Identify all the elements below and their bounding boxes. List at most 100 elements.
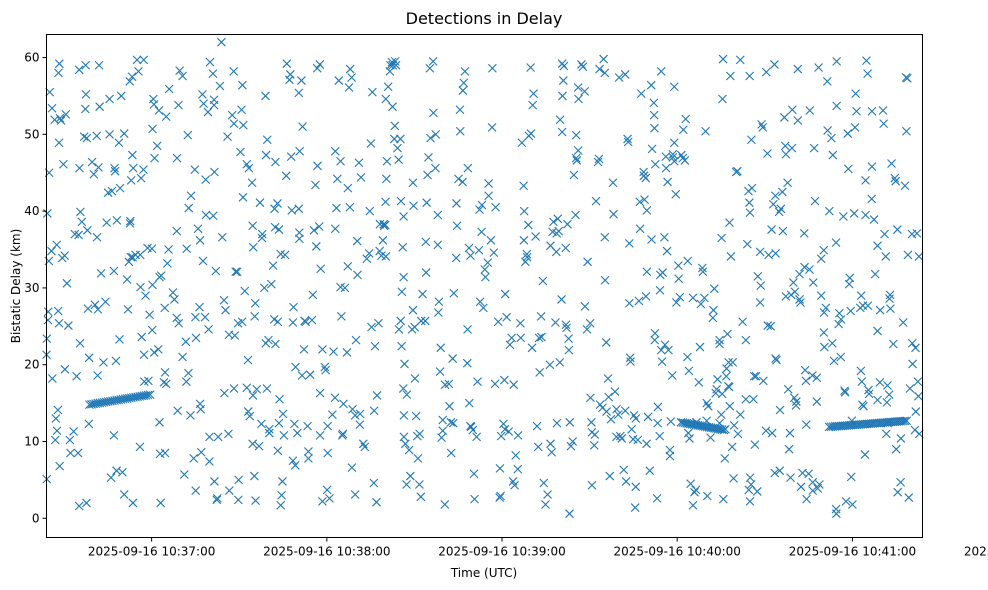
data-point — [656, 345, 666, 355]
data-point — [297, 76, 306, 85]
data-point — [322, 485, 332, 495]
data-point — [367, 322, 376, 332]
data-point — [694, 377, 704, 387]
plot-area — [42, 37, 924, 519]
data-point — [205, 457, 214, 466]
data-point — [764, 250, 774, 260]
data-point — [229, 119, 239, 128]
data-point — [625, 353, 635, 363]
data-point — [145, 310, 154, 320]
data-point — [65, 435, 75, 445]
data-point — [458, 86, 468, 95]
data-point — [696, 299, 706, 309]
data-point — [69, 427, 79, 436]
data-point — [626, 357, 635, 367]
data-point — [84, 353, 94, 363]
data-point — [574, 94, 583, 104]
data-point — [885, 304, 895, 314]
data-point — [879, 119, 889, 128]
data-point — [726, 252, 736, 261]
data-point — [294, 228, 304, 238]
data-point — [184, 203, 194, 213]
data-point — [681, 114, 691, 124]
data-point — [175, 66, 185, 75]
data-point — [191, 312, 200, 322]
data-point — [690, 487, 699, 497]
y-tick-label: 60 — [24, 51, 39, 65]
data-point — [125, 219, 135, 228]
data-point — [635, 197, 645, 207]
data-point — [744, 198, 754, 208]
data-point — [580, 86, 590, 96]
data-point — [573, 146, 583, 155]
data-point — [564, 345, 574, 355]
data-point — [248, 242, 258, 252]
data-point — [303, 421, 312, 431]
data-point — [261, 91, 270, 101]
data-point — [808, 477, 818, 487]
data-point — [674, 274, 684, 284]
data-point — [699, 293, 709, 303]
data-point — [178, 352, 187, 362]
data-point — [94, 162, 103, 172]
data-point — [873, 241, 882, 251]
data-point — [634, 296, 644, 306]
data-point — [164, 84, 174, 94]
data-point — [767, 428, 777, 438]
y-axis-label: Bistatic Delay (km) — [9, 229, 23, 344]
data-point — [746, 480, 756, 489]
data-point — [650, 123, 659, 133]
data-point — [433, 308, 443, 317]
data-point — [358, 439, 368, 449]
data-point — [613, 410, 623, 420]
data-point — [720, 454, 730, 463]
data-point — [534, 333, 544, 343]
data-point — [411, 411, 421, 421]
data-point — [318, 497, 327, 506]
data-point — [683, 256, 693, 266]
data-point — [364, 248, 374, 258]
data-point — [174, 100, 183, 110]
data-point — [195, 302, 204, 312]
data-point — [791, 397, 801, 406]
data-point — [212, 493, 222, 503]
data-point — [297, 371, 307, 380]
data-point — [667, 371, 677, 380]
data-point — [480, 272, 490, 282]
data-point — [478, 303, 488, 313]
data-point — [789, 278, 798, 287]
data-point — [864, 385, 873, 395]
data-point — [624, 238, 634, 248]
data-point — [128, 498, 138, 508]
data-point — [609, 209, 618, 219]
data-point — [665, 451, 675, 461]
data-point — [819, 328, 829, 337]
data-point — [139, 165, 148, 175]
data-point — [755, 298, 765, 307]
x-tick-label: 2025-09-16 10:39:00 — [438, 545, 565, 559]
data-point — [294, 204, 304, 214]
data-point — [473, 377, 482, 386]
data-point — [554, 226, 564, 236]
data-point — [790, 287, 800, 297]
data-point — [805, 265, 814, 274]
data-point — [661, 152, 671, 161]
data-point — [106, 473, 116, 482]
data-point — [369, 406, 379, 416]
data-point — [332, 174, 342, 184]
data-point — [763, 149, 772, 158]
data-point — [254, 441, 264, 451]
data-point — [914, 391, 923, 401]
data-point — [771, 248, 781, 258]
data-point — [233, 495, 243, 505]
data-point — [627, 424, 637, 434]
data-point — [781, 291, 791, 301]
data-point — [298, 122, 307, 132]
data-point — [684, 366, 694, 376]
data-point — [615, 431, 625, 441]
data-point — [452, 221, 462, 231]
data-point — [717, 233, 726, 243]
data-point — [643, 412, 653, 422]
data-point — [907, 338, 917, 348]
data-point — [657, 357, 667, 367]
